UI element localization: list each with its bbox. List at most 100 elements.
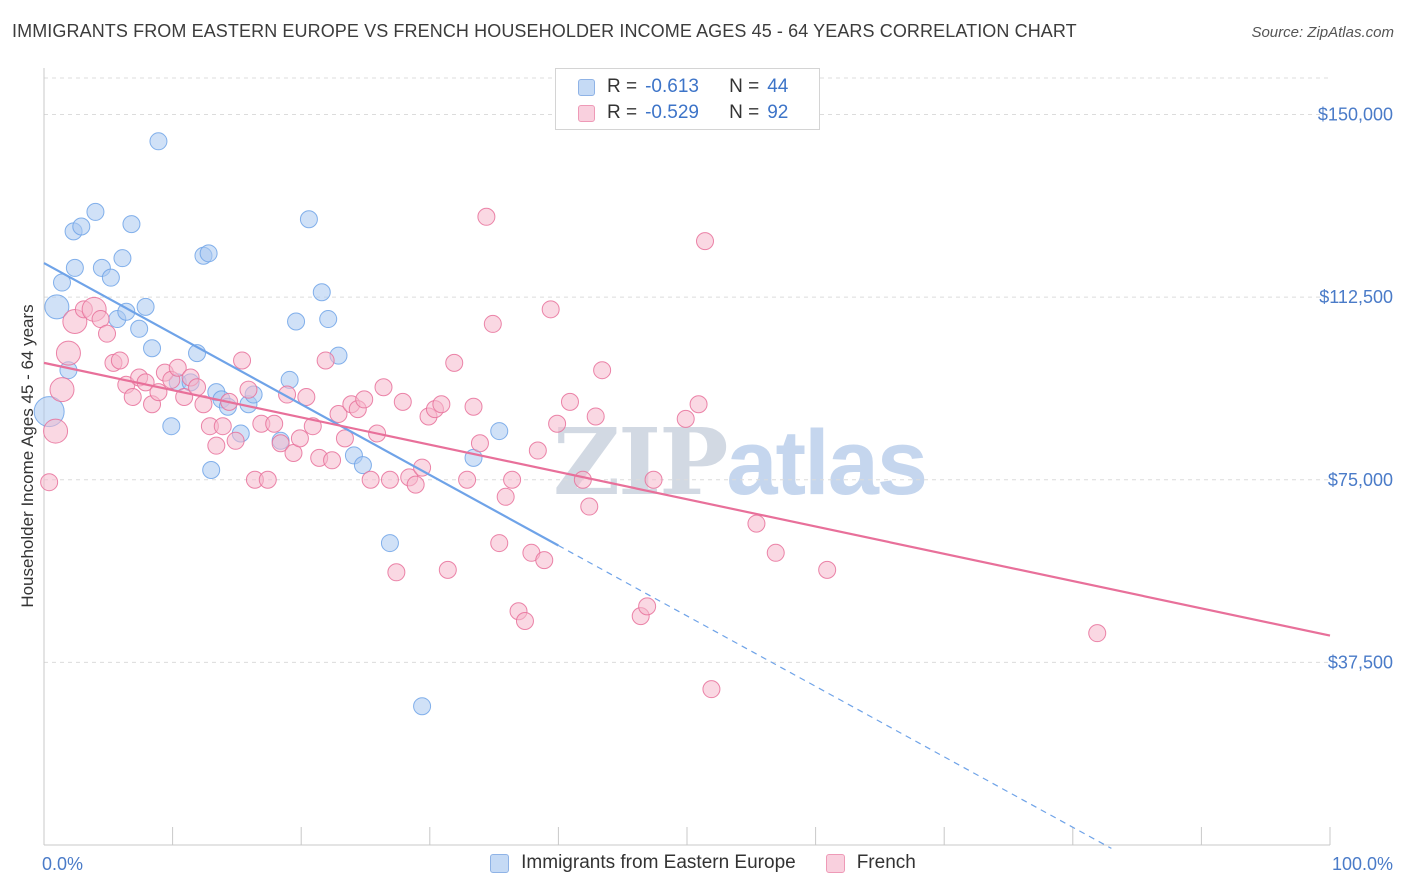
data-point: [361, 470, 380, 489]
data-point: [287, 312, 306, 331]
data-point: [464, 397, 483, 416]
data-point: [445, 353, 464, 372]
data-point: [586, 407, 605, 426]
data-point: [535, 551, 554, 570]
legend-r-value: -0.529: [645, 102, 699, 123]
data-point: [496, 487, 515, 506]
data-point: [818, 560, 837, 579]
data-point: [380, 470, 399, 489]
data-point: [483, 314, 502, 333]
data-point: [323, 451, 342, 470]
data-point: [644, 470, 663, 489]
data-point: [490, 422, 509, 441]
legend-label-eastern-europe: Immigrants from Eastern Europe: [521, 852, 796, 873]
legend-n-label: N =: [729, 102, 760, 123]
data-point: [335, 429, 354, 448]
data-point: [766, 543, 785, 562]
legend-n-value: 44: [767, 76, 789, 97]
data-point: [110, 351, 129, 370]
data-point: [290, 429, 309, 448]
data-point: [101, 268, 120, 287]
data-point: [406, 475, 425, 494]
data-point: [202, 461, 221, 480]
data-point: [353, 456, 372, 475]
legend-swatch-eastern-europe: [578, 78, 595, 96]
data-point: [199, 244, 218, 263]
data-point: [689, 395, 708, 414]
data-point: [55, 340, 81, 366]
legend-r-value: -0.613: [645, 76, 699, 97]
y-tick-label: $75,000: [1328, 470, 1393, 490]
data-point: [541, 300, 560, 319]
legend-n-value: 92: [767, 102, 789, 123]
data-point: [98, 324, 117, 343]
data-point: [207, 436, 226, 455]
data-point: [65, 258, 84, 277]
x-tick-label-max: 100.0%: [1332, 854, 1393, 874]
data-point: [638, 597, 657, 616]
data-point: [233, 351, 252, 370]
trend-line: [43, 361, 1331, 637]
watermark-atlas: atlas: [726, 412, 928, 514]
y-tick-label: $37,500: [1328, 652, 1393, 672]
series-legend: Immigrants from Eastern Europe French: [0, 852, 1406, 874]
data-point: [329, 405, 348, 424]
data-point: [113, 249, 132, 268]
data-point: [490, 534, 509, 553]
data-point: [72, 217, 91, 236]
data-point: [413, 697, 432, 716]
data-point: [86, 202, 105, 221]
data-point: [696, 232, 715, 251]
data-point: [130, 319, 149, 338]
legend-n-label: N =: [729, 76, 760, 97]
legend-item-eastern-europe: Immigrants from Eastern Europe: [490, 852, 796, 874]
data-point: [149, 132, 168, 151]
watermark-zip: ZIP: [553, 408, 728, 516]
data-point: [393, 392, 412, 411]
data-point: [49, 377, 75, 403]
data-point: [1088, 624, 1107, 643]
trend-lines: [43, 262, 1331, 849]
data-point: [299, 210, 318, 229]
data-point: [387, 563, 406, 582]
data-point: [280, 370, 299, 389]
data-point: [44, 294, 70, 320]
data-point: [271, 434, 290, 453]
data-point: [136, 297, 155, 316]
chart-title: IMMIGRANTS FROM EASTERN EUROPE VS FRENCH…: [12, 21, 1077, 41]
data-point: [143, 339, 162, 358]
data-point: [747, 514, 766, 533]
data-point: [123, 387, 142, 406]
data-point: [676, 409, 695, 428]
legend-label-french: French: [856, 852, 916, 873]
data-point: [168, 358, 187, 377]
data-point: [316, 351, 335, 370]
data-point: [470, 434, 489, 453]
data-point: [432, 395, 451, 414]
correlation-legend: R = -0.613 N = 44 R = -0.529 N = 92: [555, 68, 820, 130]
data-point: [593, 361, 612, 380]
legend-swatch-eastern-europe: [490, 853, 510, 873]
legend-swatch-french: [825, 853, 845, 873]
data-point: [702, 680, 721, 699]
trend-line: [43, 262, 559, 547]
tick-labels: $37,500 $75,000 $112,500 $150,000 0.0% 100.0%: [42, 105, 1393, 874]
data-point: [580, 497, 599, 516]
data-point: [258, 470, 277, 489]
watermark: ZIPatlas: [553, 408, 928, 516]
data-point: [303, 417, 322, 436]
trend-line-extension: [558, 544, 1112, 849]
legend-swatch-french: [578, 104, 595, 122]
y-tick-label: $150,000: [1318, 105, 1393, 125]
legend-row-french: R = -0.529 N = 92: [578, 100, 788, 126]
legend-r-label: R =: [607, 102, 638, 123]
data-point: [477, 207, 496, 226]
data-point: [515, 611, 534, 630]
legend-item-french: French: [825, 852, 916, 874]
data-point: [312, 283, 331, 302]
data-point: [239, 380, 258, 399]
legend-row-eastern-europe: R = -0.613 N = 44: [578, 74, 788, 100]
data-point: [319, 310, 338, 329]
data-point: [297, 387, 316, 406]
